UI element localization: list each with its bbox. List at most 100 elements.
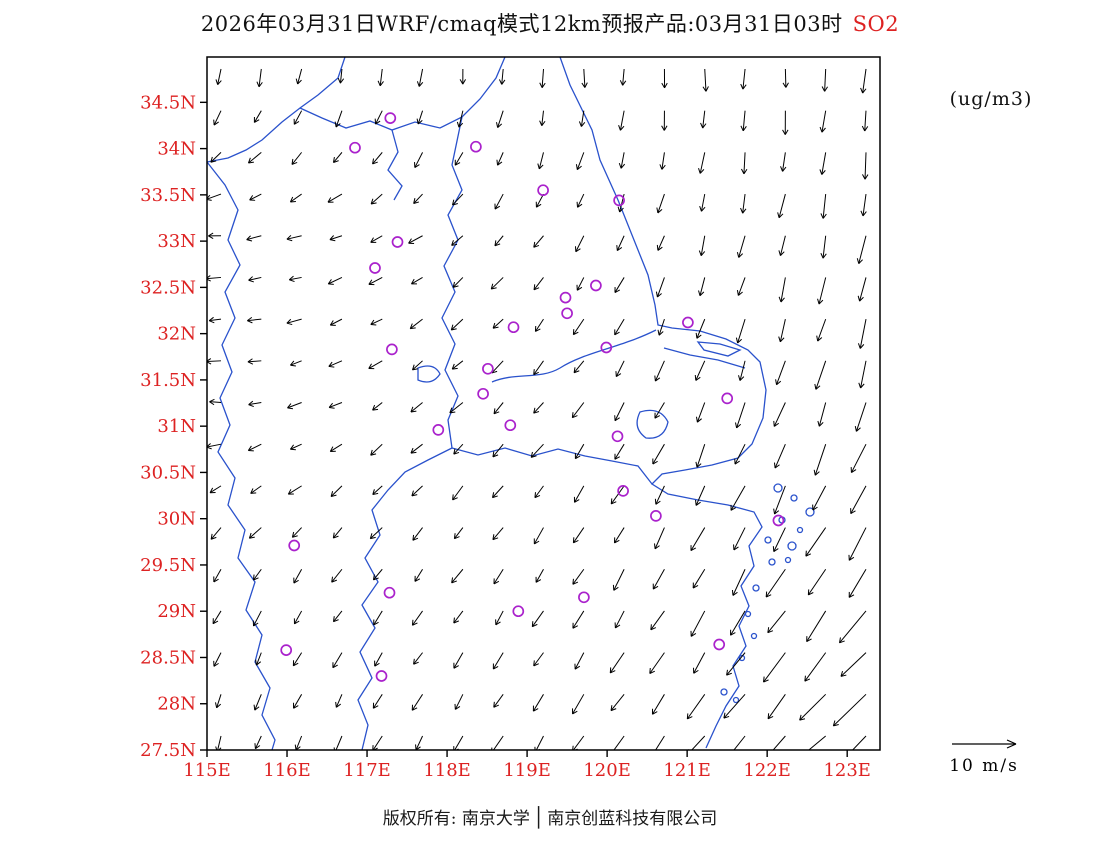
islands — [720, 483, 815, 704]
wind-arrow — [294, 735, 303, 750]
wind-arrow — [782, 68, 789, 88]
wind-arrow — [449, 402, 464, 414]
station-circle — [383, 586, 396, 599]
wind-arrow — [330, 485, 343, 497]
wind-arrow — [533, 277, 544, 291]
wind-arrow — [213, 652, 222, 667]
wind-arrow — [610, 485, 625, 505]
wind-arrow — [819, 152, 827, 175]
wind-arrow — [572, 568, 585, 585]
wind-arrow — [451, 568, 464, 584]
wind-arrow — [773, 402, 786, 427]
wind-arrow — [295, 68, 303, 85]
wind-arrow — [840, 652, 867, 677]
wind-arrow — [451, 235, 464, 246]
station-circle — [470, 140, 482, 153]
wind-arrow — [850, 443, 867, 473]
wind-arrow — [777, 193, 786, 219]
station-circle — [772, 514, 785, 527]
wind-arrow — [772, 527, 786, 553]
wind-arrow — [738, 360, 746, 381]
wind-arrow — [655, 277, 665, 298]
wind-arrow — [377, 68, 384, 87]
wind-arrow — [659, 152, 666, 170]
wind-arrow — [290, 360, 302, 367]
station-circles — [280, 112, 785, 682]
station-circle — [288, 539, 301, 552]
wind-arrow — [530, 443, 544, 458]
wind-arrow — [649, 652, 665, 674]
wind-arrow — [247, 151, 262, 164]
station-circle — [507, 321, 520, 334]
station-circle — [617, 485, 629, 497]
wind-arrow — [210, 152, 222, 163]
station-circle — [432, 424, 445, 436]
lat-tick-label: 32.5N — [140, 277, 196, 298]
wind-arrow — [661, 110, 668, 131]
lat-tick-label: 29.5N — [140, 555, 196, 576]
wind-arrow — [373, 610, 383, 626]
wind-arrow — [572, 694, 585, 715]
lon-tick-label: 119E — [503, 760, 551, 781]
wind-arrow — [207, 193, 222, 201]
wind-arrow — [255, 652, 262, 666]
wind-arrow — [618, 110, 625, 131]
wind-arrow — [210, 527, 222, 540]
wind-arrow — [698, 235, 706, 257]
chart-title-text: 2026年03月31日WRF/cmaq模式12km预报产品:03月31日03时 — [200, 12, 843, 36]
wind-arrow — [812, 485, 827, 511]
lon-tick-label: 116E — [263, 760, 311, 781]
wind-arrow — [694, 360, 706, 381]
wind-arrow — [416, 110, 424, 125]
wind-arrow — [730, 485, 746, 511]
lon-tick-label: 118E — [423, 760, 471, 781]
lat-tick-label: 34N — [157, 139, 196, 160]
wind-arrow — [413, 652, 423, 665]
wind-arrow — [735, 318, 746, 344]
wind-arrow — [615, 360, 625, 378]
wind-arrow — [415, 735, 424, 750]
lon-tick-label: 123E — [823, 760, 871, 781]
wind-arrow — [215, 68, 222, 85]
wind-arrow — [453, 610, 464, 624]
wind-arrow — [690, 610, 706, 637]
station-circle — [384, 112, 397, 124]
wind-scale: 10 m/s — [949, 739, 1017, 776]
wind-arrow — [731, 569, 746, 596]
wind-arrow — [534, 318, 544, 332]
wind-arrow — [293, 569, 303, 584]
lat-tick-label: 28.5N — [140, 647, 196, 668]
wind-arrow — [491, 735, 504, 750]
wind-arrow — [698, 152, 706, 174]
wind-arrow — [695, 444, 706, 468]
wind-arrow — [614, 277, 625, 293]
lat-tick-label: 34.5N — [140, 92, 196, 113]
wind-arrow — [817, 277, 827, 305]
wind-arrow — [411, 485, 423, 497]
wind-arrow — [452, 193, 464, 206]
river-yangtze — [491, 329, 657, 383]
wind-arrow — [286, 318, 302, 326]
units-label: (ug/m3) — [949, 88, 1033, 110]
station-circle — [600, 341, 613, 354]
wind-arrow — [736, 277, 746, 296]
wind-arrow — [807, 568, 827, 596]
wind-arrow — [740, 194, 747, 214]
wind-arrow — [493, 694, 504, 708]
wind-arrow — [654, 485, 665, 505]
wind-arrow — [816, 318, 827, 342]
wind-arrow — [414, 152, 424, 168]
wind-arrow — [452, 277, 464, 288]
wind-arrow — [695, 402, 706, 423]
wind-arrow — [613, 527, 625, 544]
wind-arrow — [734, 443, 746, 465]
wind-arrow — [289, 193, 302, 203]
wind-arrow — [490, 277, 504, 290]
lat-tick-label: 30.5N — [140, 462, 196, 483]
copyright-right: 南京创蓝科技有限公司 — [547, 809, 718, 829]
wind-arrow — [252, 568, 262, 581]
wind-arrow — [372, 485, 383, 496]
wind-arrow — [331, 568, 343, 583]
wind-arrow — [819, 110, 827, 133]
wind-arrow — [369, 527, 383, 540]
